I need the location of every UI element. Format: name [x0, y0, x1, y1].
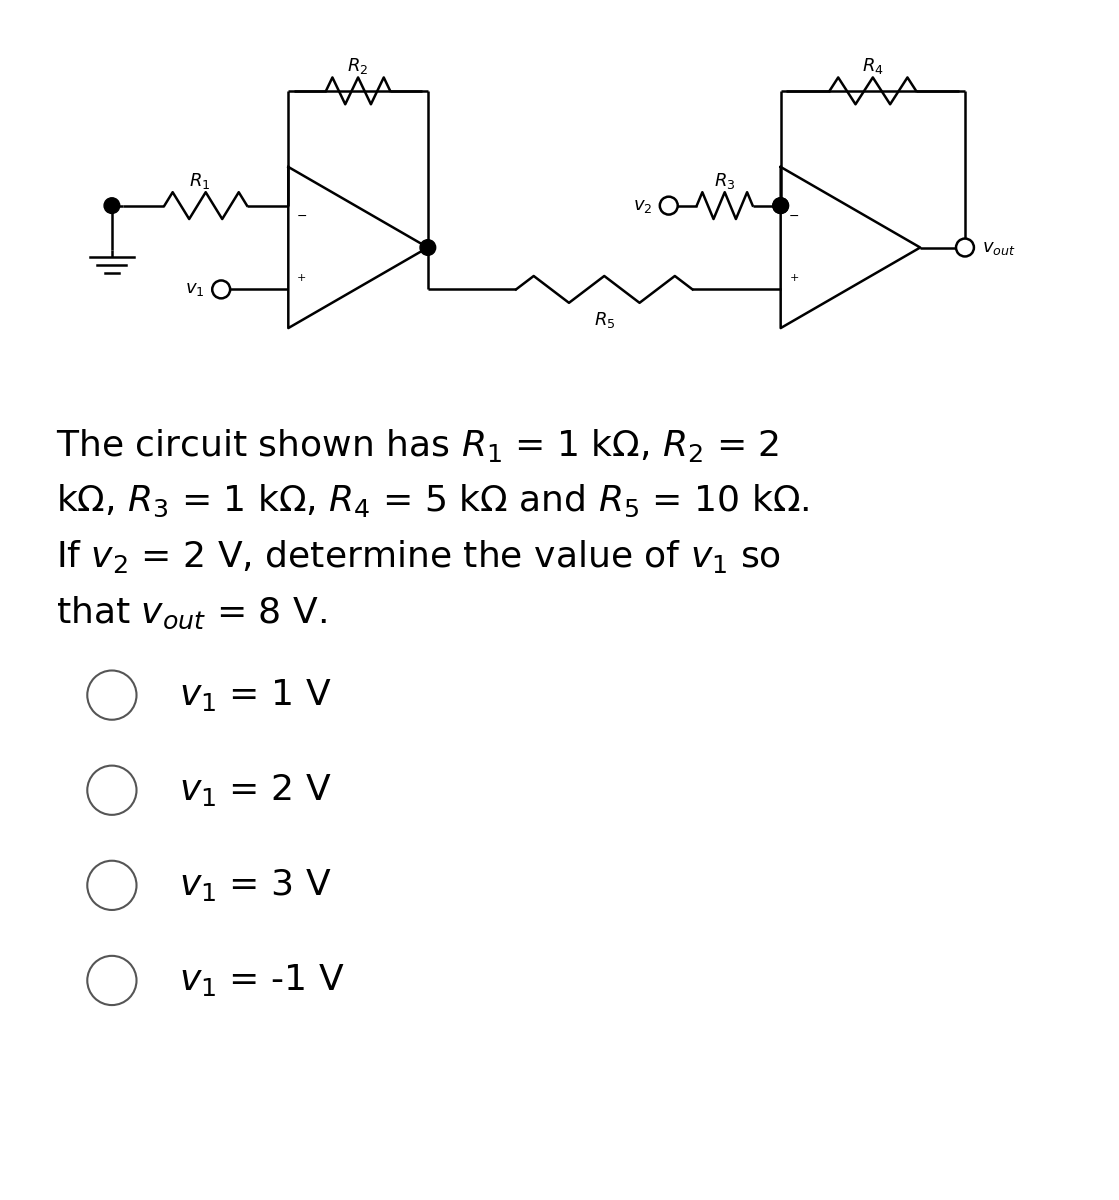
Text: $R_2$: $R_2$	[348, 56, 368, 77]
Circle shape	[87, 956, 137, 1006]
Text: −: −	[789, 210, 799, 223]
Text: The circuit shown has $R_1$ = 1 k$\Omega$, $R_2$ = 2: The circuit shown has $R_1$ = 1 k$\Omega…	[56, 426, 779, 463]
Text: $R_1$: $R_1$	[189, 172, 210, 191]
Circle shape	[773, 198, 789, 214]
Text: $v_1$ = 2 V: $v_1$ = 2 V	[179, 773, 331, 809]
Circle shape	[773, 198, 789, 214]
Text: k$\Omega$, $R_3$ = 1 k$\Omega$, $R_4$ = 5 k$\Omega$ and $R_5$ = 10 k$\Omega$.: k$\Omega$, $R_3$ = 1 k$\Omega$, $R_4$ = …	[56, 482, 809, 518]
Text: that $v_{out}$ = 8 V.: that $v_{out}$ = 8 V.	[56, 594, 327, 631]
Text: $v_1$ = 1 V: $v_1$ = 1 V	[179, 677, 331, 713]
Text: −: −	[297, 210, 307, 223]
Text: $v_{out}$: $v_{out}$	[981, 239, 1015, 257]
Circle shape	[87, 671, 137, 720]
Text: +: +	[297, 274, 307, 283]
Text: +: +	[789, 274, 799, 283]
Circle shape	[104, 198, 120, 214]
Text: $R_5$: $R_5$	[593, 310, 615, 330]
Circle shape	[420, 240, 435, 256]
Circle shape	[213, 281, 231, 299]
Circle shape	[87, 860, 137, 910]
Text: $v_1$ = 3 V: $v_1$ = 3 V	[179, 868, 331, 904]
Text: $v_2$: $v_2$	[632, 197, 652, 215]
Text: $R_4$: $R_4$	[862, 56, 884, 77]
Text: $R_3$: $R_3$	[714, 172, 735, 191]
Circle shape	[660, 197, 678, 215]
Circle shape	[87, 766, 137, 815]
Circle shape	[956, 239, 974, 257]
Text: If $v_2$ = 2 V, determine the value of $v_1$ so: If $v_2$ = 2 V, determine the value of $…	[56, 539, 781, 576]
Text: $v_1$ = -1 V: $v_1$ = -1 V	[179, 962, 345, 998]
Text: $v_1$: $v_1$	[185, 281, 205, 299]
